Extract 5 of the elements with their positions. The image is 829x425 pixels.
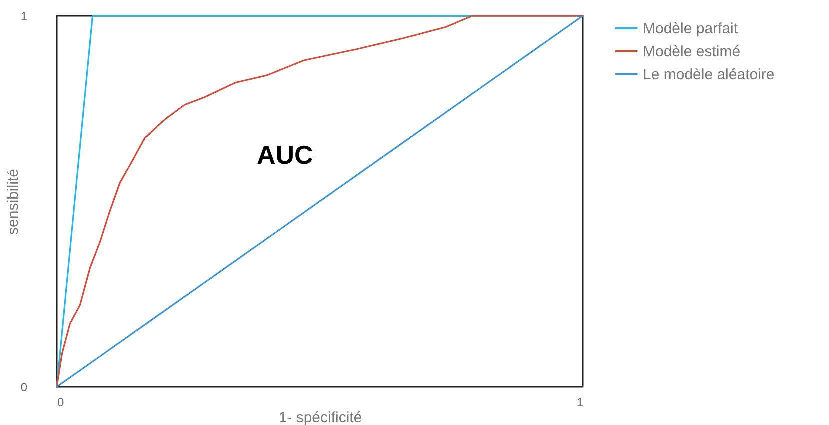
annotation: AUC <box>257 140 314 170</box>
legend-label: Modèle parfait <box>643 20 739 38</box>
y-axis-title: sensibilité <box>4 169 22 235</box>
legend-label: Le modèle aléatoire <box>643 66 775 84</box>
legend-label: Modèle estimé <box>643 44 741 60</box>
